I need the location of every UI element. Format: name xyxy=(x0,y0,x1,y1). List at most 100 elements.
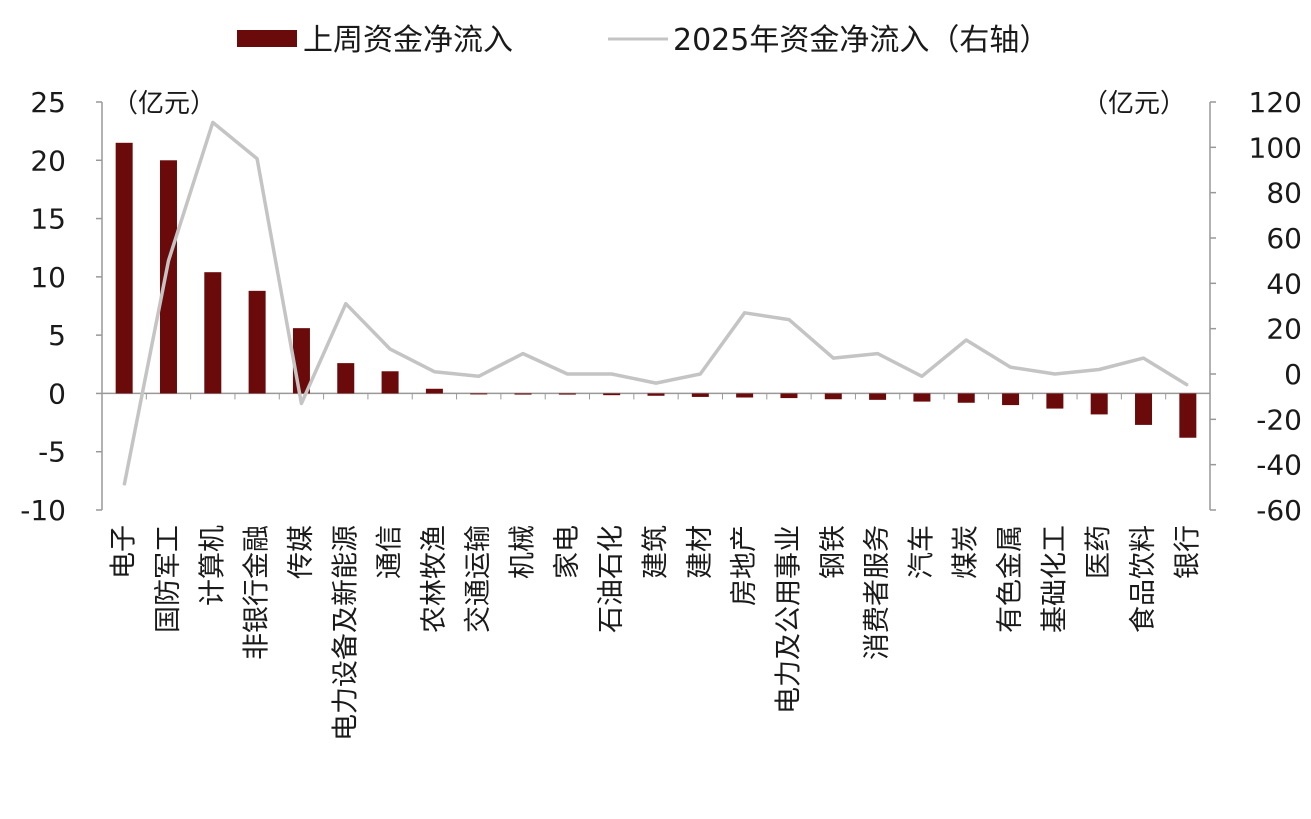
bar-国防军工 xyxy=(159,160,177,394)
category-label: 食品饮料 xyxy=(1128,525,1159,633)
bar-计算机 xyxy=(204,272,222,394)
line-point-通信 xyxy=(389,348,391,350)
bar-农林牧渔 xyxy=(425,388,443,394)
line-point-家电 xyxy=(566,373,568,375)
bar-煤炭 xyxy=(957,393,975,403)
category-label: 国防军工 xyxy=(153,525,184,633)
bar-非银行金融 xyxy=(248,290,266,394)
left-tick-label: -5 xyxy=(38,436,66,469)
right-tick-label: 0 xyxy=(1284,358,1302,391)
category-label: 建材 xyxy=(685,525,716,579)
bar-通信 xyxy=(381,371,399,394)
line-point-医药 xyxy=(1098,368,1100,371)
right-tick-label: 20 xyxy=(1266,313,1302,346)
right-axis-unit: （亿元） xyxy=(1082,89,1186,119)
category-label: 基础化工 xyxy=(1039,525,1070,633)
category-label: 房地产 xyxy=(729,525,760,606)
bar-建材 xyxy=(691,393,709,397)
line-point-电力及公用事业 xyxy=(788,319,790,321)
category-label: 汽车 xyxy=(906,525,937,579)
category-label: 计算机 xyxy=(197,525,228,606)
line-point-银行 xyxy=(1187,384,1189,386)
category-label: 交通运输 xyxy=(463,525,494,633)
line-point-电力设备及新能源 xyxy=(345,303,347,305)
left-tick-label: 25 xyxy=(30,86,66,119)
left-axis-unit: （亿元） xyxy=(112,89,216,119)
left-tick-label: 10 xyxy=(30,261,66,294)
line-2025-net-inflow xyxy=(122,120,1189,486)
bar-电子 xyxy=(115,142,133,394)
category-label: 有色金属 xyxy=(995,525,1026,633)
line-point-传媒 xyxy=(300,402,303,405)
line-point-煤炭 xyxy=(965,339,967,341)
line-point-石油石化 xyxy=(611,373,613,375)
category-label: 传媒 xyxy=(286,525,317,579)
bar-钢铁 xyxy=(824,393,842,400)
bar-建筑 xyxy=(647,393,665,396)
line-point-建材 xyxy=(699,373,701,375)
x-labels: 电子 国防军工 计算机 非银行金融 传媒 电力设备及新能源 通信 农林牧渔 交通运输 机械 家电 石油… xyxy=(109,525,1204,741)
axes: 25 20 15 10 5 0 -5 -10 120 100 80 60 40 20 0 -20 -40 -60 xyxy=(20,86,1302,527)
category-label: 家电 xyxy=(552,525,583,579)
right-tick-label: 100 xyxy=(1249,131,1302,164)
category-label: 通信 xyxy=(375,525,406,579)
line-point-交通运输 xyxy=(478,375,480,377)
line-point-非银行金融 xyxy=(256,158,258,160)
line-point-钢铁 xyxy=(832,357,834,359)
bar-食品饮料 xyxy=(1135,393,1153,425)
right-tick-label: 120 xyxy=(1249,86,1302,119)
legend-label-line: 2025年资金净流入（右轴） xyxy=(673,23,1049,58)
category-label: 机械 xyxy=(508,525,539,579)
category-label: 钢铁 xyxy=(818,525,849,579)
left-tick-label: 20 xyxy=(30,144,66,177)
right-tick-label: -60 xyxy=(1256,494,1302,527)
bar-交通运输 xyxy=(470,393,488,395)
bar-传媒 xyxy=(292,328,310,394)
right-tick-label: 60 xyxy=(1266,222,1302,255)
line-point-基础化工 xyxy=(1054,373,1056,375)
bar-汽车 xyxy=(913,393,931,402)
bar-石油石化 xyxy=(603,393,621,396)
bar-机械 xyxy=(514,393,532,395)
category-label: 建筑 xyxy=(641,525,672,579)
category-label: 银行 xyxy=(1172,525,1203,579)
line-point-食品饮料 xyxy=(1142,357,1145,359)
category-label: 电力及公用事业 xyxy=(773,525,804,714)
bar-房地产 xyxy=(736,393,754,398)
category-label: 煤炭 xyxy=(951,525,982,579)
line-point-汽车 xyxy=(921,375,923,377)
bar-医药 xyxy=(1090,393,1108,415)
legend: 上周资金净流入 2025年资金净流入（右轴） xyxy=(237,23,1049,58)
line-point-消费者服务 xyxy=(877,353,879,355)
left-tick-label: -10 xyxy=(20,494,66,527)
bar-消费者服务 xyxy=(869,393,887,400)
line-point-有色金属 xyxy=(1009,366,1012,368)
line-point-电子 xyxy=(123,484,125,486)
line-point-机械 xyxy=(522,353,524,355)
left-tick-label: 0 xyxy=(48,377,66,410)
line-point-计算机 xyxy=(212,121,214,123)
category-label: 电子 xyxy=(109,525,140,579)
line-point-国防军工 xyxy=(167,260,170,262)
right-tick-label: 80 xyxy=(1266,177,1302,210)
bar-电力设备及新能源 xyxy=(337,363,355,394)
category-label: 消费者服务 xyxy=(862,525,893,660)
line-point-农林牧渔 xyxy=(433,371,435,373)
legend-swatch-bar xyxy=(237,30,297,47)
category-label: 农林牧渔 xyxy=(419,525,450,633)
line-point-建筑 xyxy=(655,382,657,384)
bar-有色金属 xyxy=(1002,393,1020,406)
category-label: 非银行金融 xyxy=(242,525,273,660)
right-tick-label: -20 xyxy=(1256,403,1302,436)
category-label: 电力设备及新能源 xyxy=(330,525,361,741)
bar-电力及公用事业 xyxy=(780,393,798,399)
right-tick-label: -40 xyxy=(1256,449,1302,482)
legend-label-bar: 上周资金净流入 xyxy=(303,23,513,58)
bars xyxy=(115,142,1197,438)
bar-银行 xyxy=(1179,393,1197,438)
category-label: 石油石化 xyxy=(596,525,627,633)
category-label: 医药 xyxy=(1084,525,1115,579)
right-tick-label: 40 xyxy=(1266,267,1302,300)
bar-家电 xyxy=(558,393,576,395)
